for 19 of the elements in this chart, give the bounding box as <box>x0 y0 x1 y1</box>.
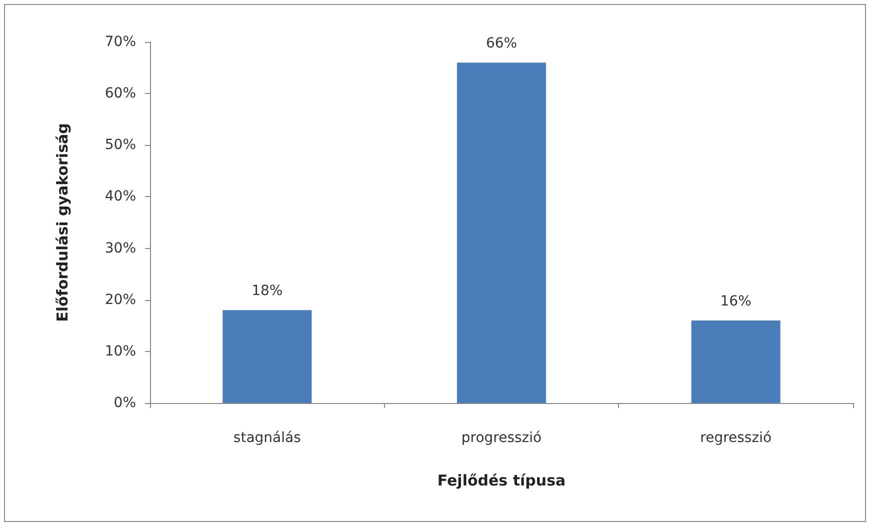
y-tick-label: 20% <box>104 292 136 308</box>
y-tick-label: 0% <box>114 395 136 411</box>
y-axis-title: Előfordulási gyakoriság <box>54 123 72 322</box>
y-tick-label: 30% <box>104 240 136 256</box>
data-label: 18% <box>252 283 283 300</box>
x-tick-label: regresszió <box>700 430 772 446</box>
data-label: 16% <box>720 293 752 310</box>
data-label: 66% <box>486 36 518 52</box>
y-tick-label: 10% <box>104 343 136 360</box>
x-axis-title: Fejlődés típusa <box>437 472 566 490</box>
y-tick-label: 50% <box>104 137 136 154</box>
bar <box>456 62 546 403</box>
bar <box>222 310 312 403</box>
y-tick-label: 60% <box>104 86 136 102</box>
bar <box>691 320 780 403</box>
x-tick-label: progresszió <box>461 430 542 446</box>
y-tick-label: 70% <box>104 34 136 50</box>
y-tick-label: 40% <box>104 188 136 205</box>
x-tick-label: stagnálás <box>233 430 301 446</box>
